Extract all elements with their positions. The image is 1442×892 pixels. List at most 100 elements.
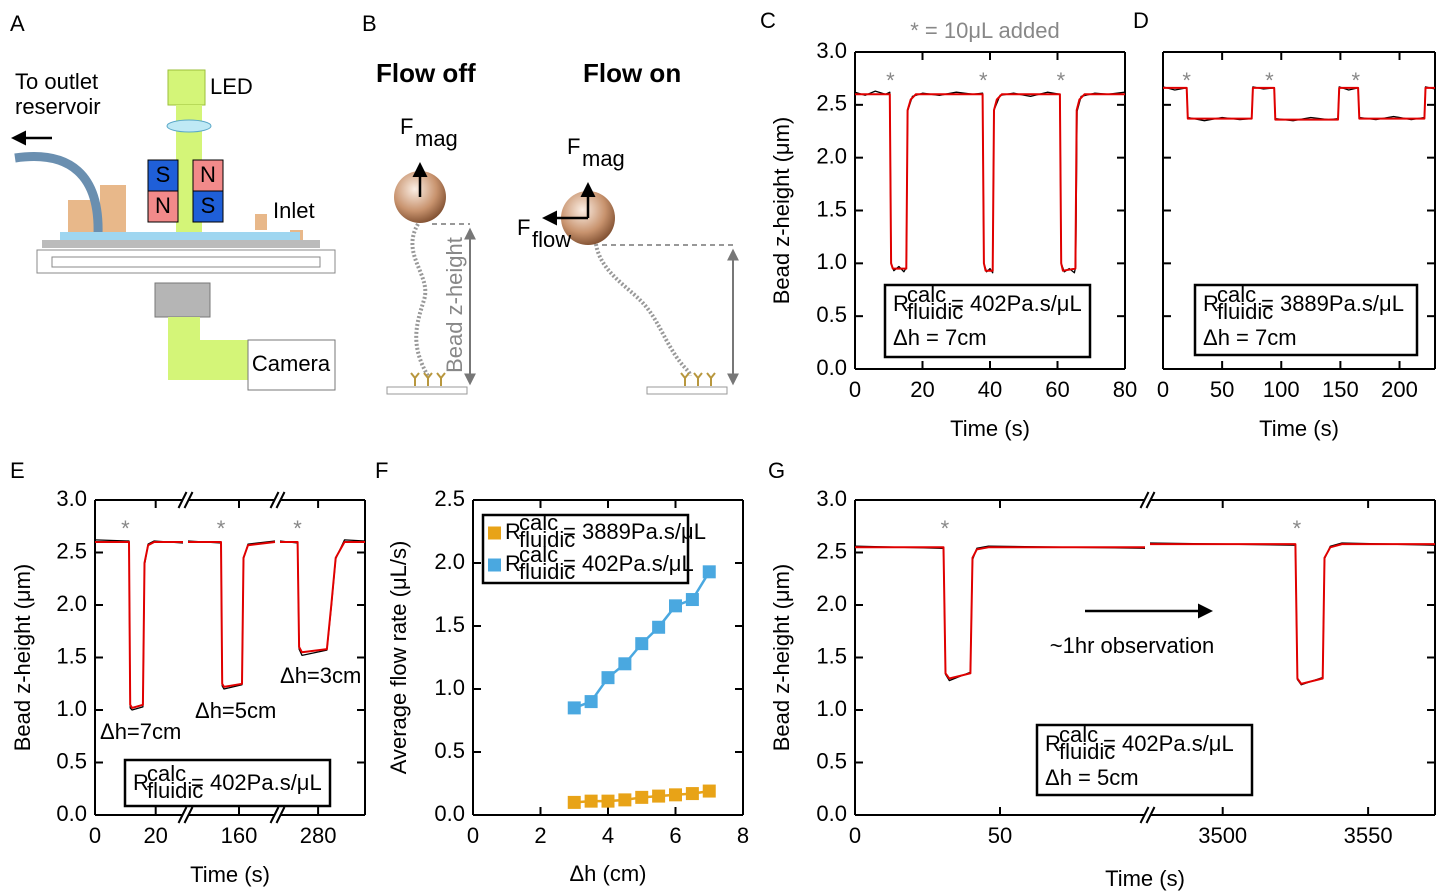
r-sub: fluidic: [907, 299, 963, 324]
x-tick-label: 20: [910, 377, 934, 402]
info-line: Δh = 5cm: [1045, 765, 1139, 790]
marker: [702, 565, 716, 579]
info-box: [1193, 283, 1419, 357]
x-axis-title: Time (s): [950, 416, 1030, 441]
annotation: ~1hr observation: [1050, 633, 1215, 658]
x-tick-label: 160: [221, 823, 258, 848]
marker: [601, 794, 615, 808]
info-line: Δh = 7cm: [1203, 325, 1297, 350]
marker: [601, 671, 615, 685]
y-tick-label: 1.5: [816, 643, 847, 668]
camera: [247, 339, 336, 391]
stage-inner: [51, 256, 321, 268]
r-sup: calc: [519, 542, 558, 567]
panel-label: E: [10, 458, 25, 483]
y-tick-label: 1.0: [434, 675, 465, 700]
r-symbol: R: [505, 519, 521, 544]
r-value: = 402Pa.s/μL: [951, 291, 1082, 316]
y-tick-label: 1.5: [816, 196, 847, 221]
x-tick-label: 150: [1322, 377, 1359, 402]
axis-break: [177, 491, 188, 509]
antibody: [410, 372, 446, 386]
event-marker: *: [121, 516, 130, 541]
x-tick-label: 6: [669, 823, 681, 848]
r-symbol: R: [505, 551, 521, 576]
y-tick-label: 2.5: [56, 538, 87, 563]
y-tick-label: 0.5: [56, 748, 87, 773]
series-line: [854, 90, 1126, 274]
y-tick-label: 2.0: [816, 143, 847, 168]
flow-on-title: Flow on: [583, 58, 681, 88]
marker: [669, 788, 682, 802]
lens: [166, 119, 212, 133]
r-sup: calc: [907, 282, 946, 307]
r-value: = 402Pa.s/μL: [191, 770, 322, 795]
camera-path: [168, 317, 248, 380]
x-tick-label: 8: [737, 823, 749, 848]
event-marker: *: [1057, 68, 1066, 93]
r-sup: calc: [519, 510, 558, 535]
x-tick-label: 3550: [1344, 823, 1393, 848]
marker: [635, 637, 649, 651]
y-tick-label: 2.5: [816, 91, 847, 116]
flow-off-title: Flow off: [376, 58, 476, 88]
series-line: [1163, 86, 1435, 121]
panel-label: G: [768, 458, 785, 483]
axis-break: [183, 491, 194, 509]
axis-break: [269, 491, 280, 509]
r-sub: fluidic: [519, 559, 575, 584]
y-tick-label: 1.5: [56, 643, 87, 668]
info-box: [1035, 723, 1254, 797]
y-tick-label: 2.0: [816, 591, 847, 616]
marker: [669, 599, 682, 613]
x-tick-label: 0: [849, 823, 861, 848]
y-tick-label: 0.0: [816, 355, 847, 380]
annotation: Δh=7cm: [100, 719, 181, 744]
antibody: [680, 372, 716, 386]
y-tick-label: 1.5: [434, 612, 465, 637]
magnet: [147, 159, 179, 192]
note: * = 10μL added: [910, 18, 1060, 43]
magnet: [147, 190, 179, 223]
y-tick-label: 1.0: [56, 696, 87, 721]
led-label: LED: [210, 74, 253, 99]
x-tick-label: 0: [1157, 377, 1169, 402]
series-line: [854, 542, 1436, 686]
r-value: = 402Pa.s/μL: [1103, 731, 1234, 756]
inlet-block: [255, 214, 267, 230]
force-sub: flow: [532, 227, 571, 252]
y-tick-label: 0.0: [56, 801, 87, 826]
series-line: [855, 543, 1435, 685]
axis-break: [275, 806, 286, 824]
diagram-a: A To outlet reservoir LED S N N S Inlet …: [10, 11, 336, 391]
r-sub: fluidic: [1217, 299, 1273, 324]
force-sub: mag: [415, 126, 458, 151]
outlet-label: To outlet: [15, 69, 98, 94]
y-tick-label: 0.5: [434, 738, 465, 763]
x-tick-label: 80: [1113, 377, 1137, 402]
event-marker: *: [886, 68, 895, 93]
y-axis-title: Average flow rate (μL/s): [386, 541, 411, 775]
r-value: = 402Pa.s/μL: [563, 551, 694, 576]
info-line: Δh = 7cm: [893, 325, 987, 350]
x-tick-label: 200: [1381, 377, 1418, 402]
force-sub: mag: [582, 146, 625, 171]
axis-break: [183, 806, 194, 824]
r-symbol: R: [1045, 731, 1061, 756]
series-line: [855, 93, 1125, 272]
objective: [154, 282, 211, 318]
y-tick-label: 0.5: [816, 302, 847, 327]
tube: [14, 152, 103, 236]
r-symbol: R: [893, 291, 909, 316]
annotation: Δh=3cm: [280, 663, 361, 688]
axis-break: [275, 491, 286, 509]
event-marker: *: [979, 68, 988, 93]
event-marker: *: [941, 516, 950, 541]
y-tick-label: 1.0: [816, 696, 847, 721]
r-symbol: R: [133, 770, 149, 795]
marker: [618, 657, 632, 671]
y-axis-title: Bead z-height (μm): [769, 117, 794, 305]
height-label: Bead z-height: [442, 237, 467, 373]
axis-break: [1139, 806, 1150, 824]
